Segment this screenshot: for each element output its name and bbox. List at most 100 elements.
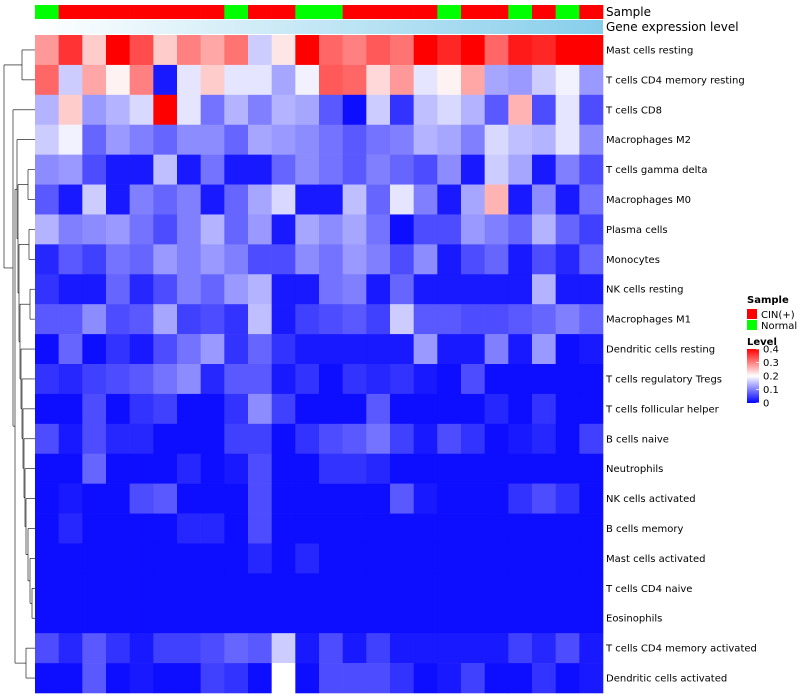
heatmap-cell: [484, 543, 509, 574]
heatmap-cell: [366, 64, 391, 96]
heatmap-cell: [461, 423, 485, 455]
heatmap-cell: [579, 274, 604, 305]
heatmap-cell: [555, 393, 580, 425]
heatmap-cell: [579, 423, 604, 455]
heatmap-cell: [82, 35, 107, 66]
heatmap-cell: [295, 35, 320, 66]
heatmap-cell: [508, 453, 533, 484]
heatmap-cell: [342, 94, 367, 126]
heatmap-cell: [271, 364, 296, 395]
heatmap-cell: [366, 543, 391, 574]
heatmap-cell: [177, 393, 201, 425]
heatmap-cell: [153, 453, 178, 484]
heatmap-cell: [129, 214, 154, 245]
heatmap-cell: [200, 423, 225, 455]
heatmap-cell: [555, 94, 580, 126]
legend-swatch-normal: [747, 320, 757, 330]
heatmap-cell: [532, 214, 556, 245]
heatmap-cell: [508, 334, 533, 365]
heatmap-cell: [555, 214, 580, 245]
heatmap-cell: [579, 573, 604, 604]
heatmap-cell: [106, 184, 130, 215]
heatmap-cell: [413, 423, 438, 455]
heatmap-cell: [200, 64, 225, 96]
heatmap-cell: [319, 334, 343, 365]
row-label-t-cells-follicular-helper: T cells follicular helper: [605, 404, 720, 415]
heatmap-cell: [35, 453, 59, 484]
heatmap-cell: [484, 64, 509, 96]
heatmap-cell: [248, 334, 272, 365]
sample-annotation-cell: [82, 5, 107, 19]
heatmap-cell: [224, 35, 249, 66]
heatmap-cell: [532, 124, 556, 155]
heatmap-cell: [153, 334, 178, 365]
heatmap-cell: [200, 393, 225, 425]
heatmap-cell: [413, 274, 438, 305]
heatmap-cell: [579, 663, 604, 694]
heatmap-cell: [248, 543, 272, 574]
heatmap-cell: [35, 663, 59, 694]
sample-annotation-cell: [248, 5, 272, 19]
heatmap-cell: [342, 633, 367, 664]
heatmap-cell: [224, 633, 249, 664]
heatmap-cell: [437, 633, 462, 664]
heatmap-cell: [295, 94, 320, 126]
heatmap-cell: [532, 453, 556, 484]
heatmap-cell: [390, 244, 414, 275]
heatmap-cell: [532, 334, 556, 365]
heatmap-cell: [579, 603, 604, 634]
heatmap-cell: [153, 184, 178, 215]
heatmap-cell: [248, 393, 272, 425]
heatmap-cell: [153, 603, 178, 634]
heatmap-cell: [271, 124, 296, 155]
heatmap-cell: [413, 543, 438, 574]
row-dendrogram: [3, 49, 35, 679]
heatmap-cell: [248, 663, 272, 694]
heatmap-cell: [153, 244, 178, 275]
heatmap-cell: [200, 573, 225, 604]
heatmap-cell: [153, 393, 178, 425]
row-label-t-cells-cd4-naive: T cells CD4 naive: [605, 584, 692, 595]
heatmap-cell: [129, 35, 154, 66]
heatmap-cell: [35, 603, 59, 634]
heatmap-cell: [437, 513, 462, 544]
heatmap-cell: [366, 214, 391, 245]
heatmap-cell: [271, 94, 296, 126]
heatmap-cell: [106, 513, 130, 544]
heatmap-cell: [413, 453, 438, 484]
heatmap-cell: [579, 304, 604, 335]
heatmap-cell: [461, 453, 485, 484]
heatmap-cell: [153, 483, 178, 514]
heatmap-cell: [248, 573, 272, 604]
heatmap-cell: [200, 214, 225, 245]
heatmap-cell: [271, 244, 296, 275]
heatmap-cell: [484, 423, 509, 455]
heatmap-cell: [319, 244, 343, 275]
sample-annotation-cell: [177, 5, 201, 19]
heatmap-cell: [555, 543, 580, 574]
heatmap-cell: [200, 603, 225, 634]
heatmap-cell: [508, 663, 533, 694]
heatmap-cell: [35, 274, 59, 305]
heatmap-cell: [271, 423, 296, 455]
heatmap-cell: [461, 304, 485, 335]
heatmap-cell: [437, 603, 462, 634]
heatmap-cell: [484, 663, 509, 694]
heatmap-cell: [413, 603, 438, 634]
heatmap-cell: [319, 453, 343, 484]
heatmap-cell: [366, 244, 391, 275]
heatmap-cell: [35, 543, 59, 574]
expression-annotation-bar: [35, 20, 603, 34]
heatmap-cell: [200, 513, 225, 544]
heatmap-cell: [342, 304, 367, 335]
heatmap-cell: [461, 603, 485, 634]
heatmap-cell: [271, 633, 296, 664]
heatmap-cell: [224, 453, 249, 484]
heatmap-cell: [129, 244, 154, 275]
heatmap-cell: [35, 483, 59, 514]
heatmap-cell: [248, 214, 272, 245]
heatmap-cell: [579, 64, 604, 96]
heatmap-cell: [295, 124, 320, 155]
heatmap-cell: [461, 274, 485, 305]
